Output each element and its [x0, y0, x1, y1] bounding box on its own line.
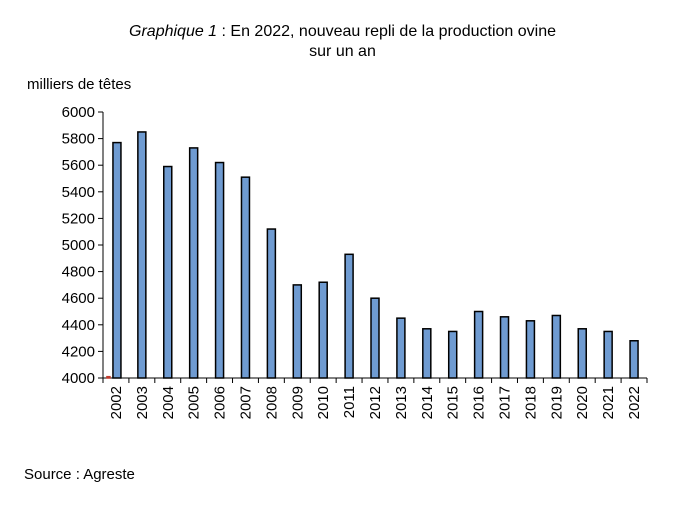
- y-axis-label: milliers de têtes: [27, 76, 132, 93]
- bar: [577, 328, 587, 379]
- bar: [370, 297, 380, 379]
- y-tick-label: 6000: [62, 104, 95, 121]
- y-tick-label: 5400: [62, 184, 95, 201]
- x-tick-label: 2020: [574, 386, 591, 419]
- chart-title-line1: : En 2022, nouveau repli de la productio…: [217, 23, 556, 40]
- bar: [344, 253, 354, 379]
- x-tick-label: 2011: [341, 386, 358, 418]
- x-tick-label: 2021: [600, 386, 617, 419]
- bar: [163, 165, 173, 379]
- x-tick-label: 2004: [160, 386, 177, 419]
- bar: [292, 284, 303, 379]
- bar: [112, 141, 122, 379]
- y-tick-label: 4600: [62, 290, 95, 307]
- x-tick-label: 2006: [212, 386, 229, 419]
- bar: [499, 316, 510, 379]
- x-tick-label: 2017: [497, 386, 514, 419]
- chart-title: Graphique 1 : En 2022, nouveau repli de …: [0, 22, 685, 62]
- x-tick-label: 2007: [237, 386, 254, 419]
- x-tick-label: 2016: [471, 386, 488, 419]
- bar: [396, 317, 406, 379]
- bar: [473, 310, 484, 379]
- bar: [137, 131, 147, 379]
- bar: [188, 147, 199, 379]
- bar: [240, 176, 251, 379]
- x-tick-label: 2003: [134, 386, 151, 419]
- bar: [214, 161, 225, 379]
- bar: [422, 328, 432, 379]
- x-tick-label: 2015: [445, 386, 462, 419]
- x-tick-label: 2012: [367, 386, 384, 419]
- bar: [106, 375, 111, 379]
- x-tick-label: 2005: [186, 386, 203, 419]
- y-tick-label: 5800: [62, 131, 95, 148]
- x-tick-label: 2010: [315, 386, 332, 419]
- bar: [525, 320, 536, 379]
- y-tick-label: 4000: [62, 370, 95, 387]
- x-tick-label: 2022: [626, 386, 643, 419]
- bar: [603, 330, 613, 379]
- x-tick-label: 2019: [548, 386, 565, 419]
- x-tick-label: 2008: [263, 386, 280, 419]
- x-tick-label: 2014: [419, 386, 436, 419]
- y-tick-label: 4200: [62, 343, 95, 360]
- y-tick-label: 4800: [62, 264, 95, 281]
- y-tick-label: 5200: [62, 210, 95, 227]
- y-tick-label: 4400: [62, 317, 95, 334]
- bar: [266, 228, 277, 379]
- bar: [551, 314, 562, 379]
- y-tick-label: 5000: [62, 237, 95, 254]
- x-tick-label: 2002: [108, 386, 125, 419]
- y-tick-label: 5600: [62, 157, 95, 174]
- chart-title-prefix: Graphique 1: [129, 23, 218, 40]
- chart-title-line2: sur un an: [309, 43, 376, 60]
- x-tick-label: 2009: [289, 386, 306, 419]
- x-tick-label: 2018: [522, 386, 539, 419]
- bar: [318, 281, 328, 379]
- x-tick-label: 2013: [393, 386, 410, 419]
- source-note: Source : Agreste: [24, 466, 135, 483]
- bar: [629, 340, 639, 379]
- bar: [447, 330, 458, 379]
